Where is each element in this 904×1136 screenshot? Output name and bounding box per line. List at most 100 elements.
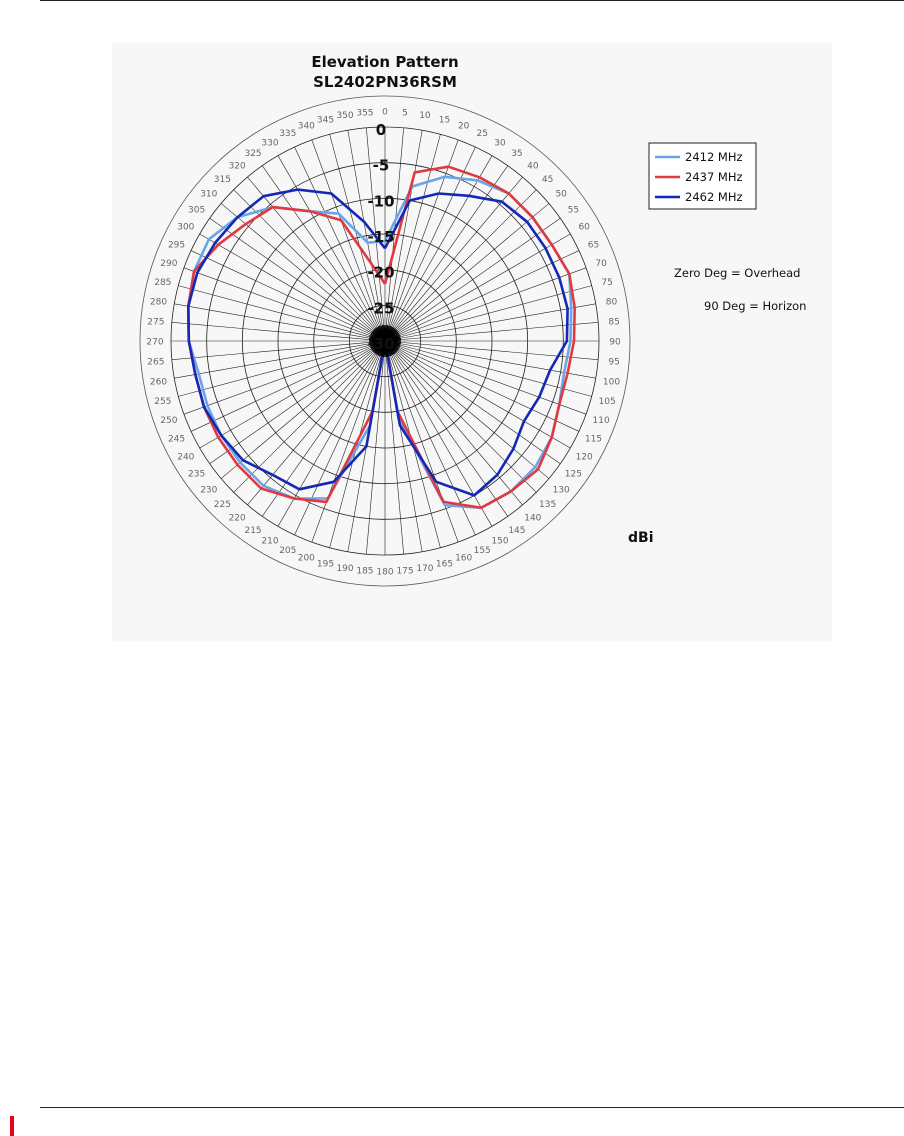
radial-tick-labels: 0 -5 -10 -15 -20 -25 -30: [367, 121, 394, 353]
angle-tick-label: 90: [609, 338, 621, 348]
angle-tick-label: 145: [508, 526, 525, 536]
angle-tick-label: 355: [356, 108, 373, 118]
radial-tick-label: -15: [367, 228, 394, 246]
grid-ring: [313, 269, 457, 413]
annotation-horizon: 90 Deg = Horizon: [704, 299, 806, 313]
angle-tick-label: 70: [595, 259, 607, 269]
angle-tick-label: 95: [608, 358, 619, 368]
outer-ring: [139, 95, 631, 587]
angle-tick-label: 120: [576, 453, 593, 463]
legend-label: 2412 MHz: [685, 150, 743, 164]
angle-tick-label: 225: [214, 500, 231, 510]
angle-tick-label: 240: [177, 453, 194, 463]
angle-tick-label: 250: [160, 416, 177, 426]
angle-tick-label: 75: [601, 278, 612, 288]
grid-ring: [206, 162, 564, 520]
footer-rule: [40, 1107, 904, 1108]
angle-tick-label: 0: [382, 108, 388, 118]
angle-tick-label: 275: [147, 317, 164, 327]
angle-tick-label: 160: [455, 554, 472, 564]
annotation-overhead: Zero Deg = Overhead: [674, 266, 800, 280]
angle-tick-label: 165: [436, 560, 453, 570]
angle-tick-label: 325: [244, 149, 261, 159]
chart-title: Elevation Pattern: [311, 53, 458, 71]
angle-tick-label: 265: [147, 358, 164, 368]
angle-tick-label: 195: [317, 560, 334, 570]
angle-tick-label: 345: [317, 115, 334, 125]
angle-tick-label: 330: [261, 138, 278, 148]
grid-ring: [241, 197, 529, 485]
angle-tick-label: 40: [527, 161, 539, 171]
angle-tick-label: 335: [279, 129, 296, 139]
angle-tick-label: 10: [419, 111, 431, 121]
angle-tick-label: 310: [200, 190, 217, 200]
angle-tick-label: 285: [154, 278, 171, 288]
angle-tick-label: 110: [593, 416, 610, 426]
angle-tick-label: 170: [416, 564, 433, 574]
radial-tick-label: -30: [367, 335, 394, 353]
legend-label: 2437 MHz: [685, 170, 743, 184]
angle-tick-label: 295: [168, 240, 185, 250]
grid-ring: [277, 233, 493, 449]
angle-tick-label: 210: [261, 537, 278, 547]
angle-tick-label: 115: [585, 435, 602, 445]
radial-tick-label: -25: [367, 299, 394, 317]
angle-tick-label: 220: [229, 514, 246, 524]
angle-tick-label: 185: [356, 567, 373, 577]
angle-tick-label: 155: [474, 546, 491, 556]
angle-tick-label: 260: [150, 377, 167, 387]
angle-tick-label: 290: [160, 259, 177, 269]
angle-tick-label: 300: [177, 223, 194, 233]
angle-tick-label: 150: [491, 537, 508, 547]
angle-tick-label: 85: [608, 317, 619, 327]
legend-label: 2462 MHz: [685, 190, 743, 204]
grid-ring: [170, 126, 600, 556]
angle-tick-label: 280: [150, 298, 167, 308]
angle-tick-label: 245: [168, 435, 185, 445]
chart-subtitle: SL2402PN36RSM: [313, 73, 457, 91]
angle-tick-label: 125: [565, 469, 582, 479]
angle-tick-label: 100: [603, 377, 620, 387]
angle-tick-label: 320: [229, 161, 246, 171]
angle-tick-label: 135: [539, 500, 556, 510]
radial-tick-label: -10: [367, 192, 394, 210]
hub-spoke: [383, 325, 386, 342]
angle-tick-label: 25: [476, 129, 487, 139]
angle-tick-label: 305: [188, 206, 205, 216]
polar-chart: Elevation Pattern SL2402PN36RSM 0 5 10 15 20…: [139, 53, 806, 587]
radial-tick-label: 0: [376, 121, 386, 139]
angle-tick-label: 65: [588, 240, 599, 250]
angle-tick-label: 215: [244, 526, 261, 536]
angle-tick-label: 200: [298, 554, 315, 564]
page-marker: [10, 1116, 14, 1136]
angle-tick-label: 175: [396, 567, 413, 577]
radial-unit-label: dBi: [628, 530, 654, 546]
grid-ring: [348, 304, 422, 378]
angle-tick-label: 45: [542, 175, 553, 185]
angle-tick-label: 350: [336, 111, 353, 121]
angle-tick-label: 50: [555, 190, 567, 200]
angle-tick-label: 15: [439, 115, 450, 125]
radial-tick-label: -5: [373, 157, 390, 175]
angle-tick-label: 105: [599, 397, 616, 407]
angle-tick-label: 80: [606, 298, 618, 308]
angle-tick-label: 270: [146, 338, 163, 348]
angle-tick-label: 130: [553, 485, 570, 495]
angle-tick-label: 180: [376, 568, 393, 578]
angle-tick-label: 255: [154, 397, 171, 407]
chart-panel: Elevation Pattern SL2402PN36RSM 0 5 10 15 20…: [112, 43, 832, 641]
radial-tick-label: -20: [367, 264, 394, 282]
angle-tick-label: 60: [578, 223, 590, 233]
angle-tick-label: 340: [298, 121, 315, 131]
angle-tick-label: 20: [458, 121, 470, 131]
angle-tick-label: 5: [402, 108, 408, 118]
center-hub: [369, 325, 401, 357]
angle-tick-label: 55: [568, 206, 579, 216]
angle-tick-label: 190: [336, 564, 353, 574]
angle-tick-label: 235: [188, 469, 205, 479]
angle-tick-label: 140: [524, 514, 541, 524]
header-rule: [40, 0, 904, 1]
legend: 2412 MHz 2437 MHz 2462 MHz: [648, 142, 757, 210]
angle-tick-label: 30: [494, 138, 506, 148]
